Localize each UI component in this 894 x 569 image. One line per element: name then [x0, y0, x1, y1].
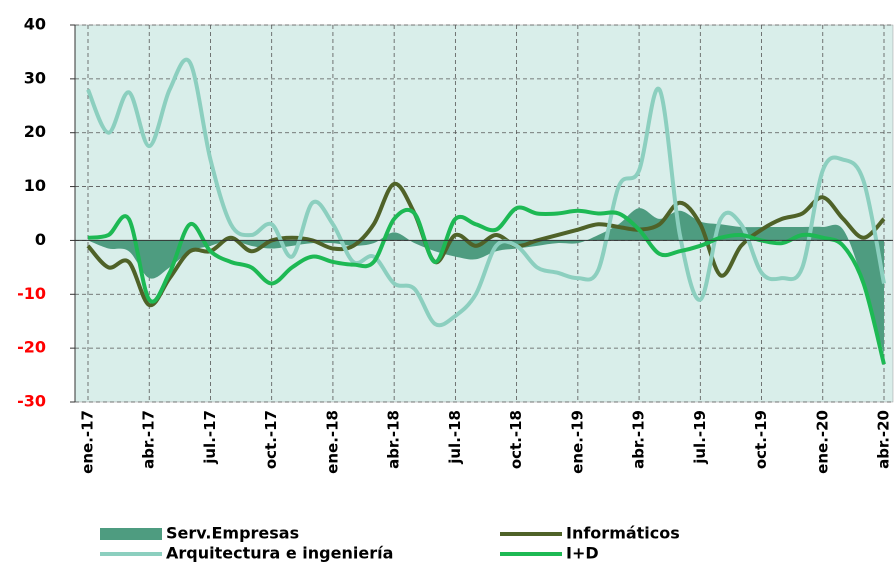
x-tick-label: ene.-18: [323, 410, 341, 474]
legend-label: I+D: [566, 544, 599, 563]
area: [88, 208, 884, 354]
x-tick-label: jul.-19: [691, 410, 709, 465]
y-tick-label: 20: [24, 122, 46, 141]
line: [86, 57, 886, 328]
x-tick-label: jul.-17: [201, 410, 219, 465]
legend-swatch: [100, 528, 162, 540]
x-tick-label: oct.-17: [262, 410, 280, 469]
line: [87, 205, 886, 365]
y-tick-label: 40: [24, 15, 46, 34]
legend-label: Informáticos: [566, 524, 680, 543]
x-tick-label: abr.-18: [385, 410, 403, 469]
legend-label: Serv.Empresas: [166, 524, 299, 543]
x-tick-label: oct.-18: [507, 410, 525, 469]
x-tick-label: ene.-20: [813, 410, 831, 474]
x-tick-label: ene.-19: [568, 410, 586, 474]
plot-area: [74, 24, 894, 403]
y-tick-label: 0: [35, 230, 46, 249]
x-tick-label: abr.-20: [875, 410, 893, 469]
y-tick-label: 30: [24, 68, 46, 87]
x-tick-label: abr.-19: [630, 410, 648, 469]
y-tick-label: -10: [17, 284, 46, 303]
y-tick-label: -30: [17, 392, 46, 411]
x-tick-label: abr.-17: [140, 410, 158, 469]
x-tick-label: ene.-17: [79, 410, 97, 474]
x-tick-label: oct.-19: [752, 410, 770, 469]
y-tick-label: 10: [24, 176, 46, 195]
y-tick-label: -20: [17, 338, 46, 357]
x-tick-label: jul.-18: [446, 410, 464, 465]
legend-label: Arquitectura e ingeniería: [166, 544, 393, 563]
